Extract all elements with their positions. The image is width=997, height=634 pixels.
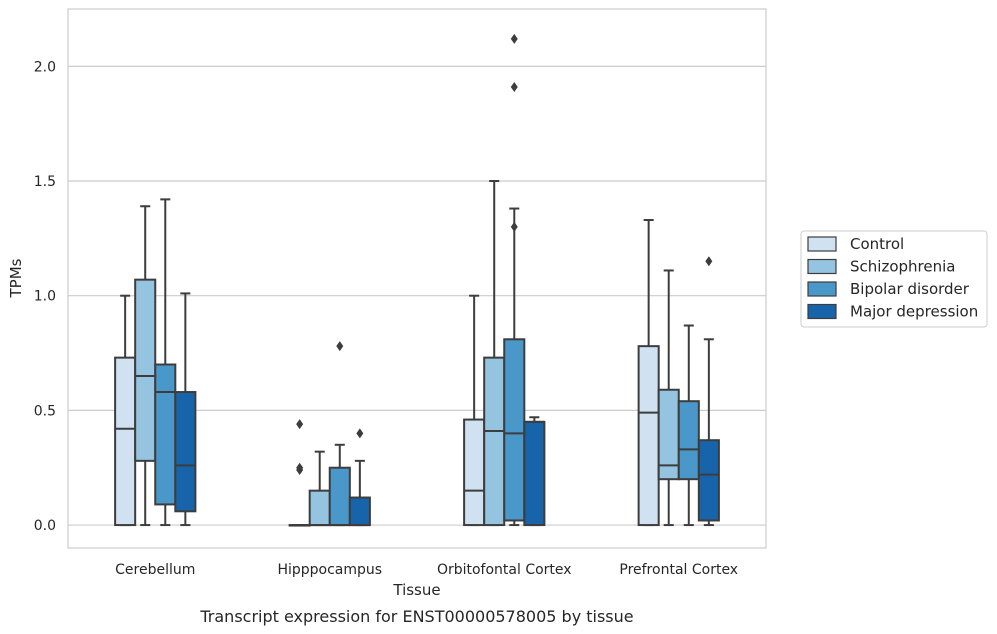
box-control-hipppocampus <box>288 419 311 527</box>
box-iqr <box>463 418 486 527</box>
box-iqr <box>677 400 700 481</box>
box-iqr <box>154 363 177 506</box>
box-major-depression-hipppocampus <box>348 428 371 527</box>
box-schizophrenia-orbitofontal-cortex <box>483 180 506 527</box>
outlier-marker <box>296 419 304 430</box>
legend-swatch <box>807 303 837 320</box>
y-tick-label: 1.0 <box>34 289 56 305</box>
box-iqr <box>697 439 720 522</box>
legend-swatch <box>807 281 837 297</box>
outlier-marker <box>705 256 713 267</box>
legend-swatch <box>807 236 837 252</box>
outlier-marker <box>356 428 364 439</box>
box-bipolar-disorder-cerebellum <box>154 198 177 527</box>
x-axis-label: Tissue <box>392 581 440 599</box>
legend-label: Schizophrenia <box>850 258 955 276</box>
box-major-depression-cerebellum <box>174 292 197 527</box>
legend-frame <box>800 230 988 328</box>
x-tick-label: Cerebellum <box>115 562 195 578</box>
box-iqr <box>483 356 506 527</box>
box-major-depression-orbitofontal-cortex <box>523 416 546 527</box>
outlier-marker <box>296 465 304 476</box>
box-iqr <box>114 356 137 527</box>
box-schizophrenia-cerebellum <box>134 205 157 527</box>
x-tick-label: Prefrontal Cortex <box>619 562 738 578</box>
legend-swatch <box>807 258 837 275</box>
box-iqr <box>637 345 660 527</box>
outlier-marker <box>510 81 518 92</box>
box-iqr <box>308 489 331 527</box>
legend: Control Schizophrenia Bipolar disorder Majo… <box>800 230 988 328</box>
x-axis-ticks: Cerebellum Hipppocampus Orbitofontal Corte… <box>115 562 738 578</box>
x-tick-label: Orbitofontal Cortex <box>437 562 572 578</box>
legend-label: Major depression <box>850 303 978 321</box>
box-iqr <box>348 496 371 527</box>
box-iqr <box>134 278 157 462</box>
outlier-marker <box>510 33 518 44</box>
box-groups <box>114 33 720 527</box>
box-major-depression-prefrontal-cortex <box>697 256 720 527</box>
y-axis-ticks: 0.0 0.5 1.0 1.5 2.0 <box>34 59 56 534</box>
box-bipolar-disorder-orbitofontal-cortex <box>503 33 526 527</box>
box-control-prefrontal-cortex <box>637 219 660 527</box>
box-bipolar-disorder-hipppocampus <box>328 341 351 527</box>
legend-label: Bipolar disorder <box>850 280 970 298</box>
plot-area-frame <box>67 8 767 549</box>
box-iqr <box>503 338 526 522</box>
y-tick-label: 2.0 <box>34 59 56 75</box>
outlier-marker <box>510 221 518 232</box>
box-iqr <box>174 391 197 513</box>
x-tick-label: Hipppocampus <box>277 562 382 578</box>
box-bipolar-disorder-prefrontal-cortex <box>677 324 700 527</box>
outlier-marker <box>336 341 344 352</box>
box-control-orbitofontal-cortex <box>463 294 486 527</box>
figure-caption: Transcript expression for ENST0000057800… <box>199 607 633 626</box>
box-schizophrenia-hipppocampus <box>308 450 331 527</box>
y-tick-label: 0.0 <box>34 518 56 534</box>
box-iqr <box>523 420 546 527</box>
box-control-cerebellum <box>114 294 137 527</box>
legend-label: Control <box>850 235 904 253</box>
y-axis-label: TPMs <box>7 258 25 298</box>
y-tick-label: 1.5 <box>34 174 56 190</box>
y-tick-label: 0.5 <box>34 403 56 419</box>
box-iqr <box>328 466 351 527</box>
box-schizophrenia-prefrontal-cortex <box>657 269 680 527</box>
